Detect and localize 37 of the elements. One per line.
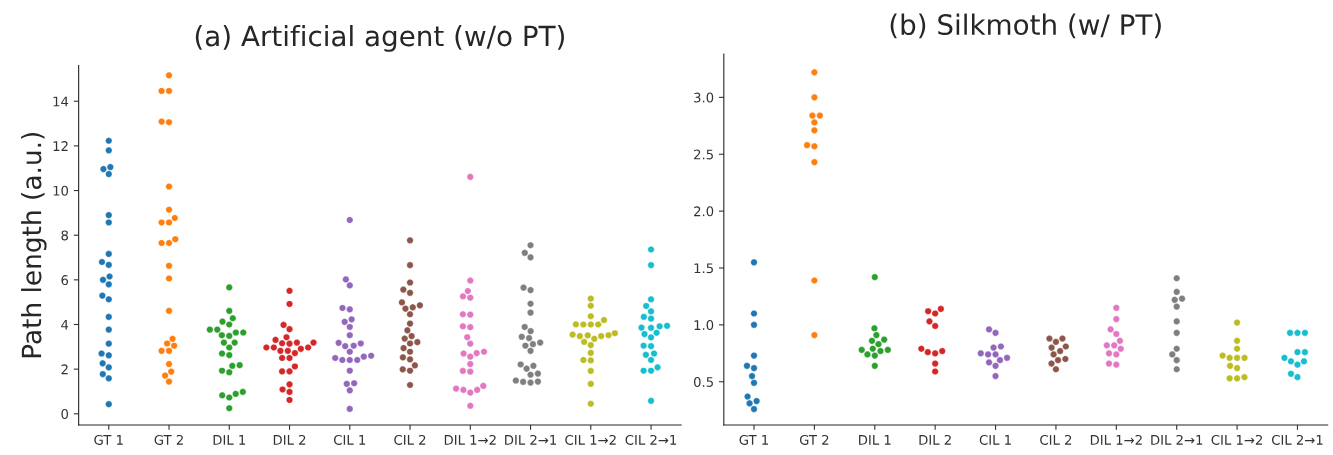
x-tick-label: DIL 1 [213,435,246,445]
x-tick-label: DIL 2→1 [1151,434,1203,445]
y-tick-label: 10 [53,185,69,196]
x-tick-label: CIL 1 [979,434,1011,445]
x-tick-label: DIL 2→1 [505,434,557,445]
y-tick-label: 2.5 [694,149,713,160]
x-tick-label: CIL 2 [1040,434,1072,445]
y-tick-label: 4 [61,319,69,330]
y-tick-label: 6 [61,275,69,286]
x-tick-label: DIL 1 [859,435,891,445]
x-tick-label: DIL 1→2 [1090,434,1142,445]
y-axis-title: Path length (a.u.) [21,132,47,358]
y-tick-label: 2.0 [694,206,714,217]
x-tick-label: CIL 2→1 [1271,434,1323,445]
x-tick-label: GT 1 [739,434,768,445]
x-tick-label: GT 2 [799,434,829,445]
y-tick-label: 1.0 [694,320,714,331]
x-tick-label: DIL 1→2 [444,434,496,445]
y-tick-label: 2 [61,364,68,375]
x-tick-label: GT 2 [154,434,183,445]
x-tick-label: CIL 1 [334,434,366,445]
x-tick-label: DIL 2 [919,434,951,445]
x-tick-label: CIL 2 [394,434,426,445]
x-tick-label: CIL 2→1 [625,434,677,445]
x-tick-label: DIL 2 [273,434,306,445]
x-tick-label: CIL 1→2 [1211,434,1263,445]
y-tick-label: 0 [61,409,69,420]
y-tick-label: 12 [53,141,68,151]
x-tick-label: CIL 1→2 [565,434,616,445]
y-tick-label: 1.5 [694,263,713,274]
y-tick-label: 0.5 [693,376,713,387]
y-tick-label: 3.0 [694,92,714,103]
chart-title: (a) Artificial agent (w/o PT) [195,24,565,52]
x-tick-label: GT 1 [94,434,123,445]
y-tick-label: 14 [53,96,69,107]
chart-title: (b) Silkmoth (w/ PT) [890,13,1161,39]
y-tick-label: 8 [61,230,69,241]
